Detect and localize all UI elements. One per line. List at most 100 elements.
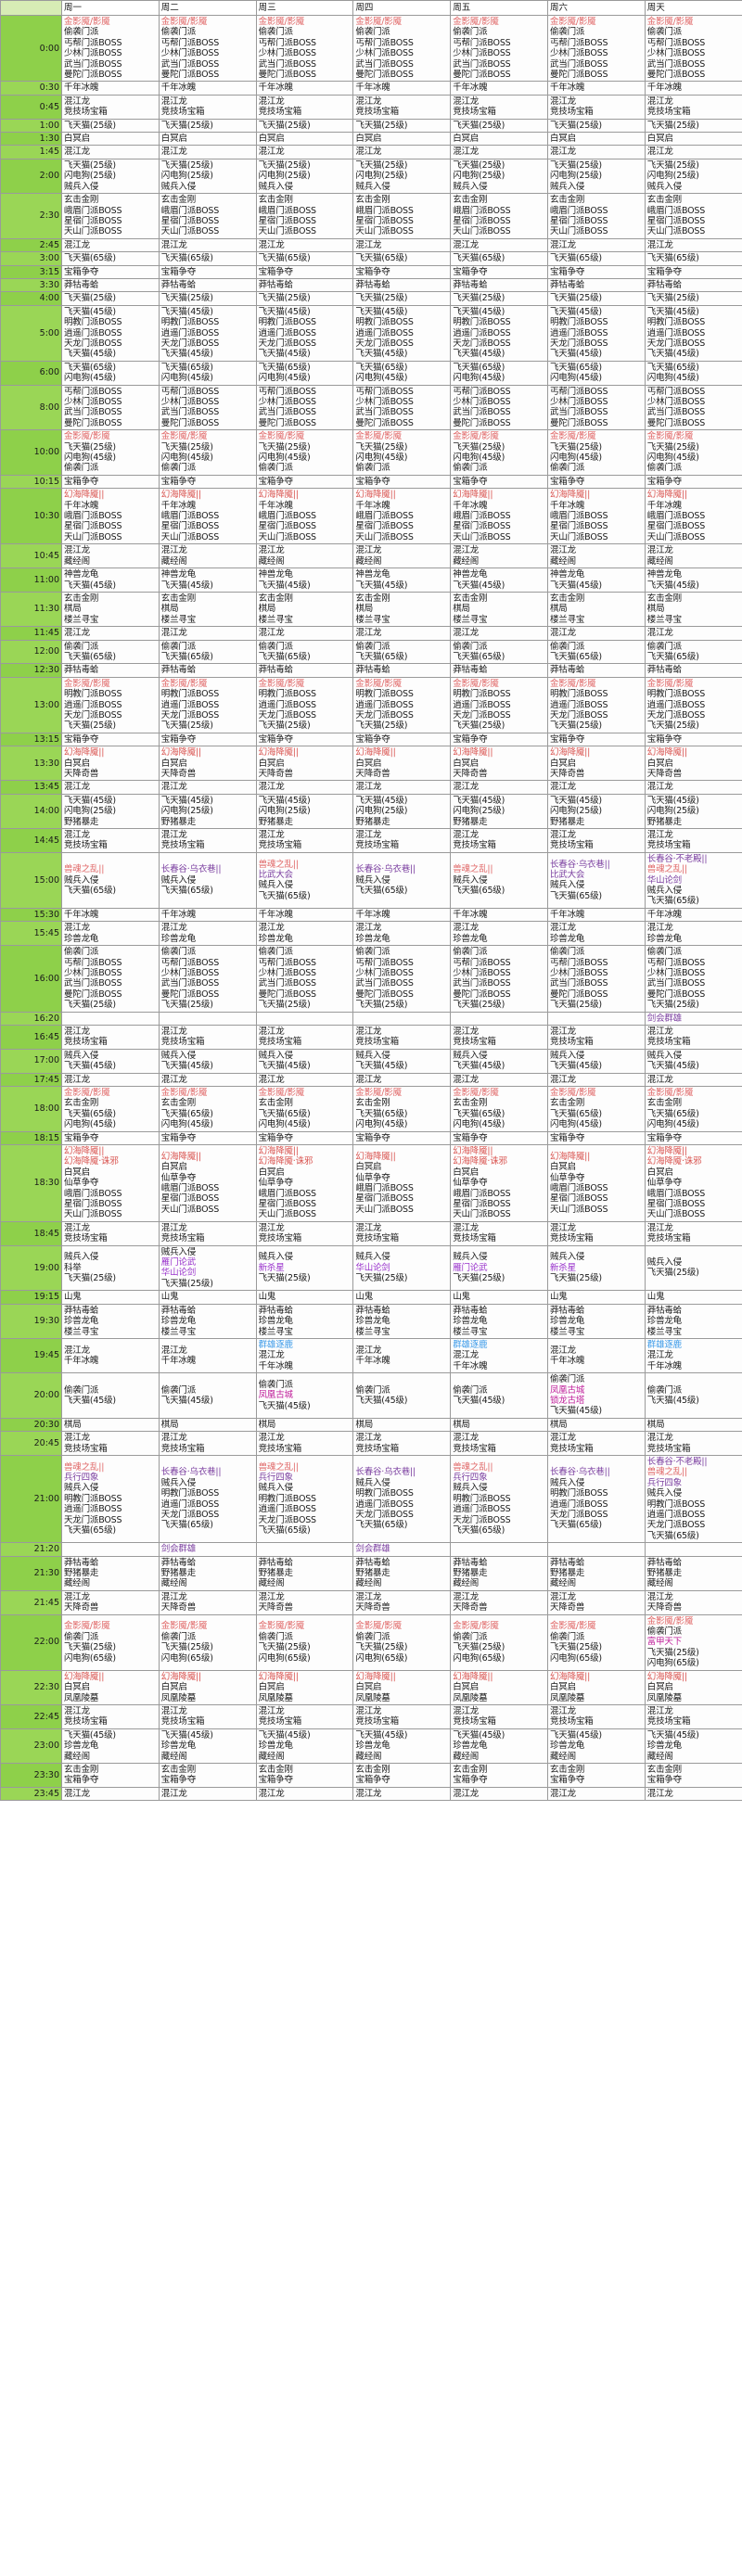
event-label: 贼兵入侵 [549,1050,585,1061]
schedule-cell: 兽魂之乱|| 贼兵入侵 飞天猫(65级) [61,851,160,909]
event-label: 白冥启 [646,1682,673,1693]
event-label: 混江龙 [160,147,187,158]
event-label: 幻海降魇|| [355,490,396,501]
event-label: 混江龙 [646,96,673,107]
schedule-cell: 混江龙 藏经阁 [546,543,646,569]
schedule-cell: 飞天猫(45级) 明教门派BOSS 逍遥门派BOSS 天龙门派BOSS 飞天猫(45级) [352,304,452,362]
event-label: 飞天猫(25级) [258,120,311,131]
event-label: 珍兽龙龟 [549,1741,585,1752]
event-label: 千年冰魄 [160,83,196,94]
event-label: 闪电狗(45级) [355,1119,408,1130]
event-label: 玄击金刚 [258,593,293,604]
event-label: 贼兵入侵 [646,1050,682,1061]
event-label: 飞天猫(45级) [549,306,602,317]
event-label: 混江龙 [549,96,576,107]
event-label: 混江龙 [258,96,285,107]
event-label: 棋局 [64,1419,82,1430]
event-label: 金影魇/影魇 [64,17,110,27]
event-label: 混江龙 [258,628,285,639]
event-label: 飞天猫(65级) [258,651,311,662]
event-label: 少林门派BOSS [355,967,414,978]
schedule-cell: 混江龙 [255,780,354,795]
event-label: 明教门派BOSS [355,689,414,700]
event-label: 飞天猫(65级) [64,1525,116,1537]
event-label: 混江龙 [64,1222,90,1233]
event-label: 楼兰寻宝 [355,1326,390,1337]
schedule-row: 10:45 混江龙 藏经阁 混江龙 藏经阁 混江龙 藏经阁 混江龙 藏经阁 混江龙 藏经阁 混江龙 藏经… [0,543,742,569]
schedule-cell: 幻海降魇|| 千年冰魄 峨眉门派BOSS 星宿门派BOSS 天山门派BOSS [158,488,257,545]
schedule-cell: 金影魇/影魇 飞天猫(25级) 闪电狗(45级) 偷袭门派 [352,429,452,476]
event-label: 飞天猫(45级) [355,306,408,317]
event-label: 藏经阁 [549,1751,576,1762]
event-label: 曼陀门派BOSS [355,70,414,81]
event-label: 曼陀门派BOSS [453,70,511,81]
event-label: 天山门派BOSS [160,226,220,237]
event-label: 金影魇/影魇 [160,431,208,442]
event-label: 飞天猫(65级) [64,362,116,373]
event-label: 长春谷·乌衣巷|| [160,864,222,875]
event-label: 武当门派BOSS [64,58,122,70]
event-label: 天山门派BOSS [258,226,316,237]
event-label: 竞技场宝箱 [355,107,399,118]
event-label: 武当门派BOSS [646,978,706,989]
event-label: 飞天猫(25级) [453,159,505,171]
schedule-cell: 飞天猫(45级) 闪电狗(25级) 野猪暴走 [450,793,548,830]
event-label: 曼陀门派BOSS [453,417,511,428]
event-label: 飞天猫(45级) [355,580,408,591]
event-label: 武当门派BOSS [355,407,414,418]
event-label: 逍遥门派BOSS [453,1504,511,1515]
event-label: 峨眉门派BOSS [160,511,220,522]
schedule-cell [546,1542,646,1557]
event-label: 武当门派BOSS [160,978,220,989]
event-label: 峨眉门派BOSS [646,1188,706,1199]
event-label: 混江龙 [160,96,187,107]
schedule-cell: 贼兵入侵 雁门论武 飞天猫(25级) [450,1244,548,1292]
event-label: 竞技场宝箱 [549,1233,594,1244]
schedule-cell: 幻海降魇|| 白冥启 仙草争夺 峨眉门派BOSS 星宿门派BOSS 天山门派BOSS [352,1144,452,1222]
event-label: 星宿门派BOSS [646,1199,706,1210]
event-label: 混江龙 [64,1705,90,1716]
event-label: 金影魇/影魇 [258,431,305,442]
event-label: 珍兽龙龟 [646,933,682,944]
schedule-row: 18:00 金影魇/影魇 玄击金刚 飞天猫(65级) 闪电狗(45级) 金影魇/影魇 玄击金… [0,1085,742,1132]
schedule-cell: 混江龙 [644,780,742,795]
schedule-cell [450,1542,548,1557]
schedule-row: 1:45 混江龙 混江龙 混江龙 混江龙 混江龙 混江龙 混江龙 [0,145,742,159]
schedule-cell: 宝箱争夺 [158,474,257,490]
event-label: 混江龙 [453,1433,480,1444]
event-label: 凤凰陵墓 [64,1692,99,1703]
event-label: 飞天猫(65级) [355,253,408,264]
event-label: 白冥启 [355,1682,382,1693]
event-label: 飞天猫(25级) [258,159,311,171]
event-label: 野猪暴走 [160,1568,196,1579]
schedule-row: 23:45 混江龙 混江龙 混江龙 混江龙 混江龙 混江龙 混江龙 [0,1786,742,1802]
event-label: 飞天猫(65级) [355,886,408,897]
event-label: 飞天猫(65级) [549,362,602,373]
event-label: 白冥启 [549,1682,576,1693]
event-label: 金影魇/影魇 [549,1621,596,1632]
event-label: 飞天猫(25级) [160,1000,213,1011]
schedule-cell: 飞天猫(25级) [644,291,742,306]
event-label: 混江龙 [258,545,285,556]
event-label: 丐帮门派BOSS [258,37,316,48]
event-label: 闪电狗(45级) [646,373,699,384]
schedule-cell: 莽牯毒蛤 珍兽龙龟 楼兰寻宝 [61,1303,160,1339]
event-label: 混江龙 [160,830,187,841]
event-label: 天龙门派BOSS [549,1510,608,1520]
event-label: 莽牯毒蛤 [64,1557,99,1568]
event-label: 珍兽龙龟 [160,1741,196,1752]
event-label: 飞天猫(45级) [549,1061,602,1072]
schedule-cell [255,1542,354,1557]
event-label: 闪电狗(45级) [355,373,408,384]
event-label: 偷袭门派 [453,1631,488,1642]
event-label: 武当门派BOSS [549,978,608,989]
schedule-cell: 宝箱争夺 [158,1130,257,1146]
schedule-cell: 混江龙 竞技场宝箱 [546,1703,646,1729]
event-label: 飞天猫(45级) [646,1395,699,1406]
event-label: 曼陀门派BOSS [355,417,414,428]
schedule-cell: 千年冰魄 [644,81,742,96]
schedule-cell: 飞天猫(65级) 闪电狗(45级) [644,360,742,386]
schedule-cell: 幻海降魇|| 幻海降魇·诛邪 白冥启 仙草争夺 峨眉门派BOSS 星宿门派BOSS 天山门派… [255,1144,354,1222]
schedule-cell: 混江龙 竞技场宝箱 [352,1220,452,1246]
event-label: 千年冰魄 [646,1360,682,1371]
